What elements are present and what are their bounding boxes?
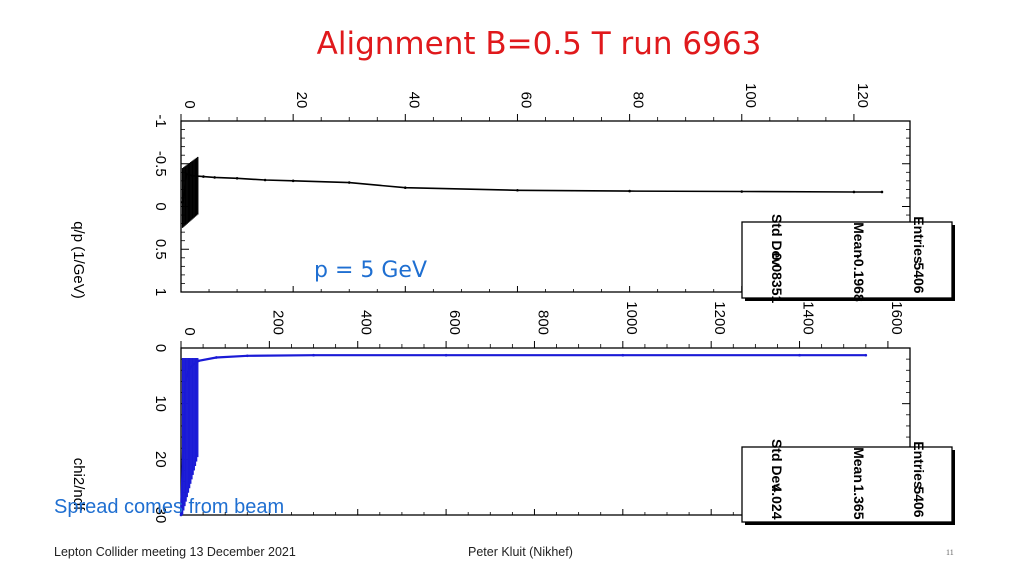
data-point xyxy=(347,181,351,184)
data-point xyxy=(188,366,192,369)
page-number: 11 xyxy=(946,548,954,557)
stats-label: Entries xyxy=(911,441,927,489)
histogram-2: 0 200 400 600 800 1000 1200 1400 1600 0 10 20 30 chi2… xyxy=(70,301,955,525)
x-tick-label: 400 xyxy=(358,310,375,335)
x-tick-label: 120 xyxy=(854,83,871,108)
y-tick-label: 30 xyxy=(152,507,169,524)
data-point xyxy=(740,190,744,193)
x-tick-label: 100 xyxy=(742,83,759,108)
data-point xyxy=(864,353,868,357)
stats-label: Std Dev xyxy=(769,439,785,491)
y-axis-title: q/p (1/GeV) xyxy=(70,221,87,299)
stats-value: 1.365 xyxy=(851,484,867,519)
data-point xyxy=(880,190,884,194)
x-tick-label: 1000 xyxy=(623,301,640,334)
x-tick-label: 1400 xyxy=(800,301,817,334)
x-tick-label: 1200 xyxy=(711,301,728,334)
series-line xyxy=(181,172,882,203)
data-point xyxy=(404,186,407,189)
stats-value: -0.1968 xyxy=(851,254,867,302)
y-tick-label: 1 xyxy=(152,288,169,296)
y-tick-label: -0.5 xyxy=(152,151,169,177)
data-point xyxy=(179,513,183,517)
y-tick-label: 0.5 xyxy=(152,239,169,260)
y-tick-label: 0 xyxy=(152,344,169,352)
stats-label: Mean xyxy=(851,222,867,258)
y-tick-label: 0 xyxy=(152,202,169,210)
data-point xyxy=(263,178,267,182)
y-axis-title: chi2/ndf xyxy=(70,458,87,511)
x-tick-label: 800 xyxy=(534,310,551,335)
footer-meeting: Lepton Collider meeting 13 December 2021 xyxy=(54,545,296,559)
stats-label: Std Dev xyxy=(769,214,785,266)
data-point xyxy=(215,356,218,359)
data-point xyxy=(628,189,631,193)
data-point xyxy=(245,354,249,358)
stats-label: Entries xyxy=(911,216,927,264)
spread-annotation: Spread comes from beam xyxy=(54,496,285,518)
x-tick-label: 60 xyxy=(517,92,534,109)
x-tick-label: 200 xyxy=(269,310,286,335)
y-tick-label: 10 xyxy=(152,395,169,412)
footer-author: Peter Kluit (Nikhef) xyxy=(468,545,573,559)
stats-value: 0.08351 xyxy=(769,253,785,304)
y-tick-label: -1 xyxy=(152,114,169,127)
momentum-annotation: p = 5 GeV xyxy=(314,258,428,283)
x-tick-label: 0 xyxy=(181,327,198,335)
data-point xyxy=(185,172,188,176)
data-point xyxy=(202,175,205,178)
x-tick-label: 40 xyxy=(405,92,422,109)
data-point xyxy=(197,359,200,363)
x-tick-label: 20 xyxy=(293,92,310,109)
stats-value: 4.024 xyxy=(769,484,785,519)
data-point xyxy=(798,353,801,357)
stats-value: 5406 xyxy=(911,486,927,517)
x-tick-label: 0 xyxy=(181,100,198,108)
x-tick-label: 1600 xyxy=(888,301,905,334)
data-point xyxy=(444,353,448,357)
data-point xyxy=(181,200,184,204)
data-point xyxy=(516,188,519,192)
data-point xyxy=(291,179,295,183)
x-tick-label: 600 xyxy=(446,310,463,335)
stats-box xyxy=(741,446,953,523)
histogram-1: 0 20 40 60 80 100 120 -1 -0.5 0 0.5 1 q/p (1/GeV) Ent… xyxy=(70,83,955,304)
data-point xyxy=(852,190,856,194)
data-point xyxy=(621,353,625,357)
stats-box xyxy=(741,221,953,299)
x-tick-label: 80 xyxy=(630,92,647,109)
y-tick-label: 20 xyxy=(152,451,169,468)
data-point xyxy=(213,176,216,179)
data-point xyxy=(190,174,194,178)
slide-title: Alignment B=0.5 T run 6963 xyxy=(316,26,762,62)
data-point xyxy=(184,380,187,383)
stats-label: Mean xyxy=(851,447,867,483)
data-point xyxy=(235,176,239,180)
data-point xyxy=(312,353,315,357)
stats-value: 5406 xyxy=(911,262,927,293)
plot-frame xyxy=(180,347,911,516)
